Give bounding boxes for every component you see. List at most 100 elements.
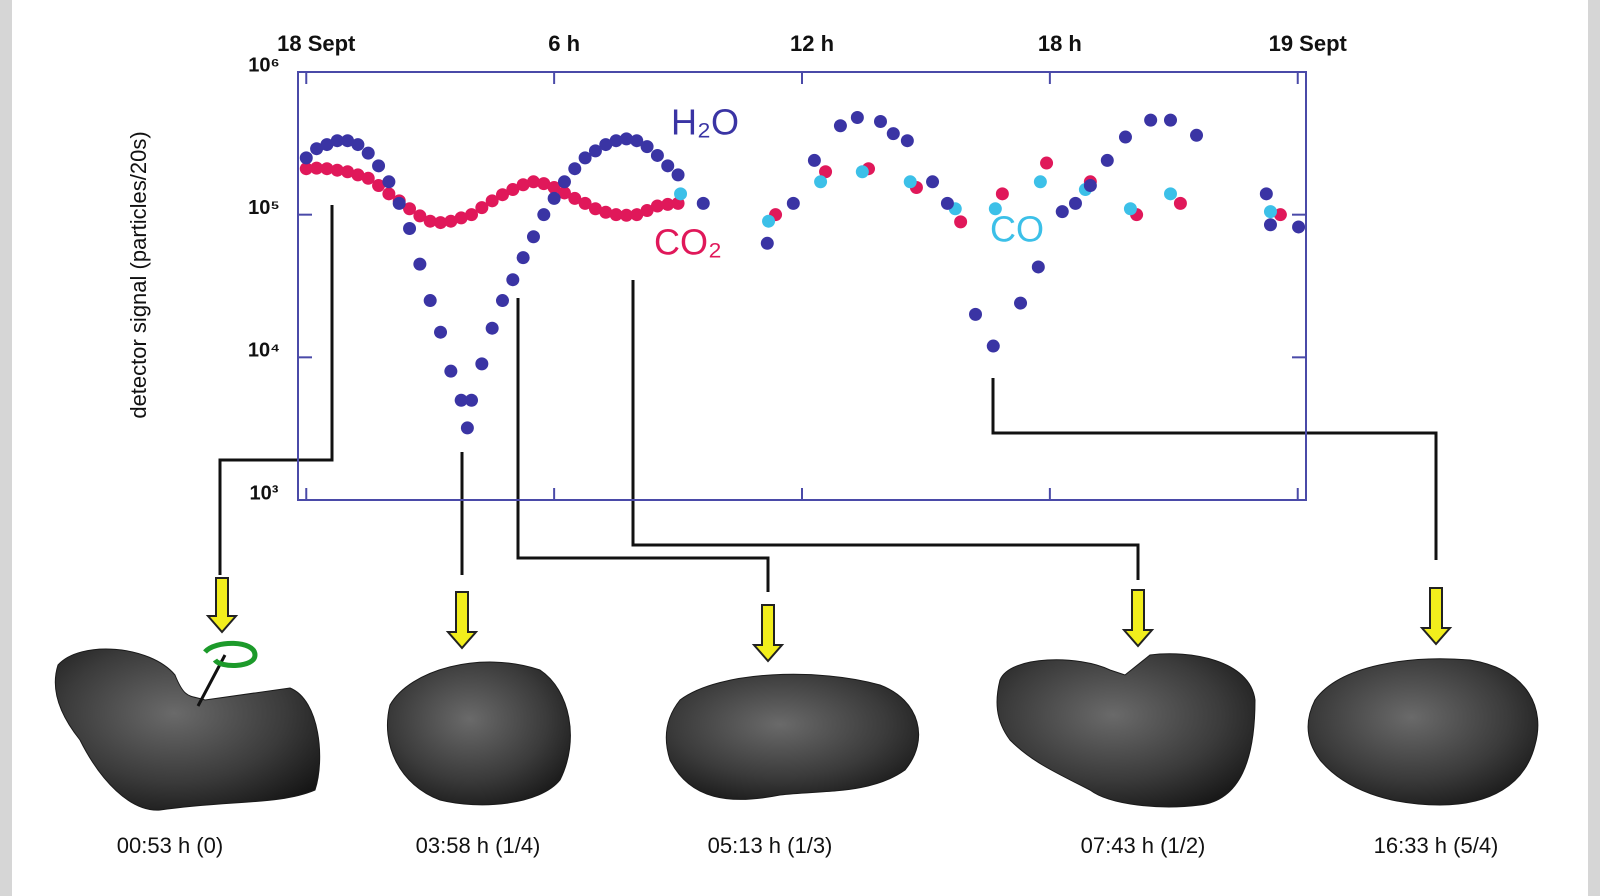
data-point bbox=[651, 149, 664, 162]
data-point bbox=[548, 192, 561, 205]
comet bbox=[997, 654, 1255, 807]
data-point bbox=[1264, 218, 1277, 231]
arrow bbox=[1422, 588, 1450, 644]
data-point bbox=[641, 140, 654, 153]
border bbox=[0, 0, 12, 896]
data-point bbox=[904, 175, 917, 188]
x-tick-label: 18 Sept bbox=[277, 31, 356, 56]
data-point bbox=[496, 294, 509, 307]
data-point bbox=[362, 147, 375, 160]
comet bbox=[666, 674, 918, 799]
y-axis-label: detector signal (particles/20s) bbox=[126, 131, 151, 418]
data-point bbox=[403, 222, 416, 235]
data-point bbox=[887, 127, 900, 140]
data-point bbox=[1014, 297, 1027, 310]
arrow bbox=[1124, 590, 1152, 646]
data-point bbox=[1190, 129, 1203, 142]
data-point bbox=[834, 119, 847, 132]
snapshot-label: 00:53 h (0) bbox=[117, 833, 223, 858]
data-point bbox=[558, 175, 571, 188]
data-point bbox=[787, 197, 800, 210]
comet bbox=[55, 649, 319, 810]
data-point bbox=[672, 168, 685, 181]
data-point bbox=[814, 175, 827, 188]
data-point bbox=[851, 111, 864, 124]
connectors bbox=[220, 205, 1436, 592]
data-point bbox=[856, 165, 869, 178]
data-point bbox=[413, 258, 426, 271]
data-point bbox=[424, 294, 437, 307]
data-point bbox=[1124, 202, 1137, 215]
x-tick-label: 6 h bbox=[548, 31, 580, 56]
x-tick-label: 18 h bbox=[1038, 31, 1082, 56]
data-point bbox=[351, 138, 364, 151]
data-point bbox=[697, 197, 710, 210]
data-point bbox=[1084, 179, 1097, 192]
data-point bbox=[382, 175, 395, 188]
figure: detector signal (particles/20s) 00:53 h … bbox=[0, 0, 1600, 896]
connector bbox=[220, 205, 332, 575]
series-label: H₂O bbox=[671, 102, 739, 143]
data-point bbox=[987, 340, 1000, 353]
connector bbox=[993, 378, 1436, 560]
data-point bbox=[969, 308, 982, 321]
comet bbox=[387, 662, 570, 805]
data-point bbox=[1040, 157, 1053, 170]
data-point bbox=[444, 365, 457, 378]
data-point bbox=[1260, 187, 1273, 200]
arrow bbox=[208, 578, 236, 632]
connector bbox=[633, 280, 1138, 580]
data-point bbox=[506, 273, 519, 286]
data-point bbox=[300, 151, 313, 164]
data-point bbox=[537, 208, 550, 221]
data-point bbox=[761, 237, 774, 250]
x-tick-label: 12 h bbox=[790, 31, 834, 56]
arrow bbox=[448, 592, 476, 648]
data-point bbox=[568, 162, 581, 175]
x-tick-label: 19 Sept bbox=[1269, 31, 1348, 56]
data-point bbox=[1292, 220, 1305, 233]
data-point bbox=[434, 326, 447, 339]
snapshot-label: 05:13 h (1/3) bbox=[708, 833, 833, 858]
data-point bbox=[1034, 175, 1047, 188]
rotation-symbol bbox=[205, 643, 255, 665]
data-point bbox=[1101, 154, 1114, 167]
data-point bbox=[372, 159, 385, 172]
data-point bbox=[661, 159, 674, 172]
data-point bbox=[954, 215, 967, 228]
y-tick-label: 10³ bbox=[250, 482, 279, 504]
data-point bbox=[808, 154, 821, 167]
y-tick-label: 10⁵ bbox=[248, 197, 280, 219]
plot-frame bbox=[298, 72, 1306, 500]
data-point bbox=[1056, 205, 1069, 218]
data-point bbox=[465, 394, 478, 407]
arrows bbox=[208, 578, 1450, 661]
data-point bbox=[941, 197, 954, 210]
data-point bbox=[461, 421, 474, 434]
data-point bbox=[874, 115, 887, 128]
data-point bbox=[393, 197, 406, 210]
data-point bbox=[1069, 197, 1082, 210]
data-point bbox=[475, 357, 488, 370]
snapshot-label: 07:43 h (1/2) bbox=[1081, 833, 1206, 858]
comet bbox=[1308, 659, 1538, 805]
data-point bbox=[996, 187, 1009, 200]
data-point bbox=[762, 215, 775, 228]
border bbox=[1588, 0, 1600, 896]
data-point bbox=[1144, 114, 1157, 127]
data-point bbox=[1164, 187, 1177, 200]
snapshot-labels: 00:53 h (0) 03:58 h (1/4) 05:13 h (1/3) … bbox=[117, 833, 1499, 858]
arrow bbox=[754, 605, 782, 661]
connector bbox=[518, 298, 768, 592]
y-tick-label: 10⁴ bbox=[248, 340, 280, 362]
comets bbox=[55, 643, 1538, 810]
y-tick-label: 10⁶ bbox=[248, 54, 279, 76]
snapshot-label: 03:58 h (1/4) bbox=[416, 833, 541, 858]
data-point bbox=[486, 322, 499, 335]
data-point bbox=[1164, 114, 1177, 127]
data-point bbox=[926, 175, 939, 188]
data-point bbox=[517, 251, 530, 264]
series-label: CO₂ bbox=[654, 222, 722, 263]
snapshot-label: 16:33 h (5/4) bbox=[1374, 833, 1499, 858]
data-point bbox=[901, 134, 914, 147]
